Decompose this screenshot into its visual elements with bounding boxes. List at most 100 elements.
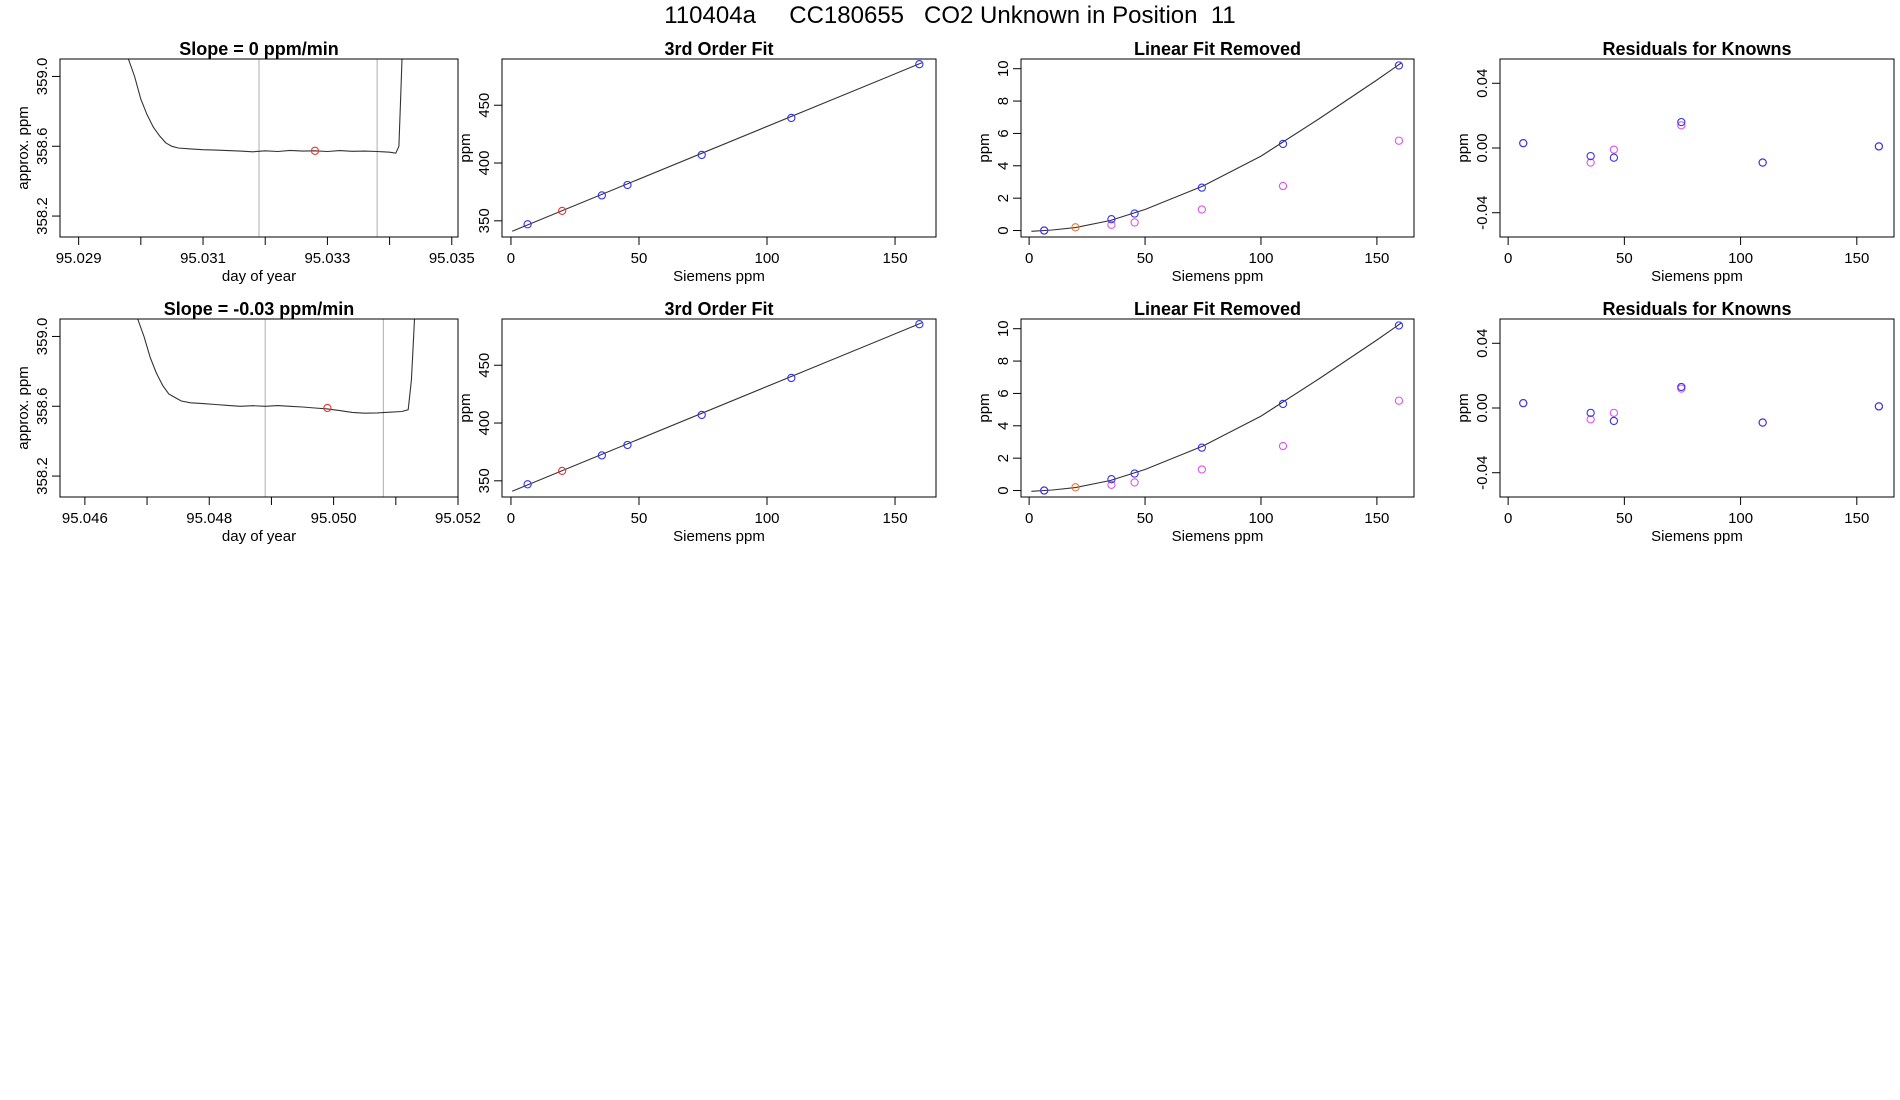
plot-area bbox=[1519, 117, 1884, 167]
known-point bbox=[697, 410, 706, 420]
known-point bbox=[1040, 486, 1049, 495]
figure-title: 110404a CC180655 CO2 Unknown in Position… bbox=[664, 2, 1236, 29]
known-point bbox=[1586, 408, 1595, 418]
x-tick-label: 150 bbox=[883, 250, 908, 267]
x-axis-label: Siemens ppm bbox=[1172, 268, 1264, 285]
panel-title: Slope = -0.03 ppm/min bbox=[164, 299, 355, 319]
unknown-point bbox=[558, 466, 567, 476]
y-axis-label: ppm bbox=[1455, 393, 1472, 422]
panel-2: 3rd Order Fit 0 50 100 150 350 400 450 Siemens p… bbox=[457, 39, 937, 285]
plot-frame bbox=[501, 318, 937, 498]
x-tick-label: 50 bbox=[631, 250, 648, 267]
x-tick-label: 50 bbox=[1137, 250, 1154, 267]
known-point bbox=[1107, 215, 1116, 224]
raw-point bbox=[1107, 480, 1116, 490]
y-tick-label: 400 bbox=[476, 151, 493, 176]
mean-marker bbox=[323, 403, 332, 413]
x-axis-label: day of year bbox=[222, 528, 296, 545]
x-tick-label: 150 bbox=[1844, 510, 1869, 527]
known-point bbox=[623, 440, 632, 450]
plot-frame bbox=[59, 318, 459, 498]
y-tick-label: 8 bbox=[995, 97, 1012, 105]
y-tick-label: 450 bbox=[476, 353, 493, 378]
known-point bbox=[1278, 399, 1288, 409]
known-point bbox=[1677, 382, 1686, 392]
known-point bbox=[523, 220, 532, 229]
x-tick-label: 95.035 bbox=[429, 250, 475, 267]
y-tick-label: 4 bbox=[995, 162, 1012, 170]
known-point bbox=[1130, 209, 1139, 218]
y-tick-label: 358.6 bbox=[34, 127, 51, 165]
known-point bbox=[1040, 226, 1049, 235]
y-tick-label: 359.0 bbox=[34, 318, 51, 356]
raw-point bbox=[1586, 415, 1595, 424]
panel-title: Residuals for Knowns bbox=[1602, 299, 1791, 319]
x-tick-label: 100 bbox=[1248, 250, 1273, 267]
panel-4: Residuals for Knowns 0 50 100 150 -0.04 0.00 0.… bbox=[1455, 39, 1895, 285]
y-tick-label: 4 bbox=[995, 422, 1012, 430]
raw-point bbox=[1394, 136, 1404, 145]
y-axis-label: ppm bbox=[457, 133, 474, 162]
y-tick-label: 0.04 bbox=[1474, 329, 1491, 358]
plot-frame bbox=[501, 58, 937, 238]
fit-line bbox=[511, 322, 923, 492]
y-tick-label: 450 bbox=[476, 93, 493, 118]
x-tick-label: 50 bbox=[1137, 510, 1154, 527]
x-axis-label: day of year bbox=[222, 268, 296, 285]
panel-title: Linear Fit Removed bbox=[1134, 299, 1301, 319]
y-axis-label: ppm bbox=[457, 393, 474, 422]
known-point bbox=[597, 451, 607, 460]
y-axis-label: approx. ppm bbox=[15, 366, 32, 449]
panel-title: 3rd Order Fit bbox=[664, 299, 773, 319]
x-tick-label: 95.050 bbox=[311, 510, 357, 527]
x-tick-label: 0 bbox=[507, 510, 515, 527]
y-tick-label: 0 bbox=[995, 486, 1012, 494]
y-axis-label: ppm bbox=[1455, 133, 1472, 162]
trace-line bbox=[137, 319, 416, 414]
panel-title: Residuals for Knowns bbox=[1602, 39, 1791, 59]
x-tick-label: 95.046 bbox=[62, 510, 108, 527]
y-tick-label: 0.00 bbox=[1474, 393, 1491, 422]
plot-area bbox=[1031, 61, 1404, 235]
y-tick-label: 358.6 bbox=[34, 387, 51, 425]
known-point bbox=[1394, 61, 1404, 70]
x-tick-label: 95.048 bbox=[186, 510, 232, 527]
known-point bbox=[1874, 142, 1884, 151]
raw-point bbox=[1197, 205, 1206, 214]
raw-point bbox=[1609, 408, 1619, 418]
known-point bbox=[1874, 402, 1884, 411]
plot-area bbox=[511, 320, 924, 492]
known-point bbox=[1278, 139, 1288, 149]
plot-area bbox=[127, 59, 403, 237]
x-tick-label: 95.033 bbox=[304, 250, 350, 267]
x-tick-label: 150 bbox=[1364, 510, 1389, 527]
panel-7: Linear Fit Removed 0 50 100 150 0 2 4 6 8 10 Siemen… bbox=[976, 299, 1415, 545]
x-tick-label: 0 bbox=[1504, 250, 1512, 267]
fit-curve bbox=[1031, 62, 1402, 232]
known-point bbox=[1107, 475, 1116, 484]
known-point bbox=[623, 180, 632, 190]
plot-frame bbox=[59, 58, 459, 238]
known-point bbox=[1519, 398, 1528, 408]
x-axis-label: Siemens ppm bbox=[1651, 528, 1743, 545]
known-point bbox=[1197, 443, 1206, 452]
y-tick-label: 6 bbox=[995, 129, 1012, 137]
y-tick-label: 350 bbox=[476, 208, 493, 233]
y-tick-label: 2 bbox=[995, 454, 1012, 462]
y-tick-label: 358.2 bbox=[34, 457, 51, 495]
y-tick-label: 10 bbox=[995, 60, 1012, 77]
known-point bbox=[787, 373, 796, 383]
known-point bbox=[1677, 117, 1686, 127]
mean-marker bbox=[310, 146, 320, 155]
raw-point bbox=[1278, 441, 1288, 451]
x-tick-label: 0 bbox=[1025, 510, 1033, 527]
y-tick-label: 0.04 bbox=[1474, 69, 1491, 98]
x-tick-label: 0 bbox=[1504, 510, 1512, 527]
x-axis-label: Siemens ppm bbox=[673, 528, 765, 545]
raw-point bbox=[1197, 465, 1206, 474]
y-tick-label: 0 bbox=[995, 226, 1012, 234]
plot-area bbox=[137, 319, 416, 497]
plot-frame bbox=[1499, 318, 1895, 498]
y-axis-label: ppm bbox=[976, 393, 993, 422]
